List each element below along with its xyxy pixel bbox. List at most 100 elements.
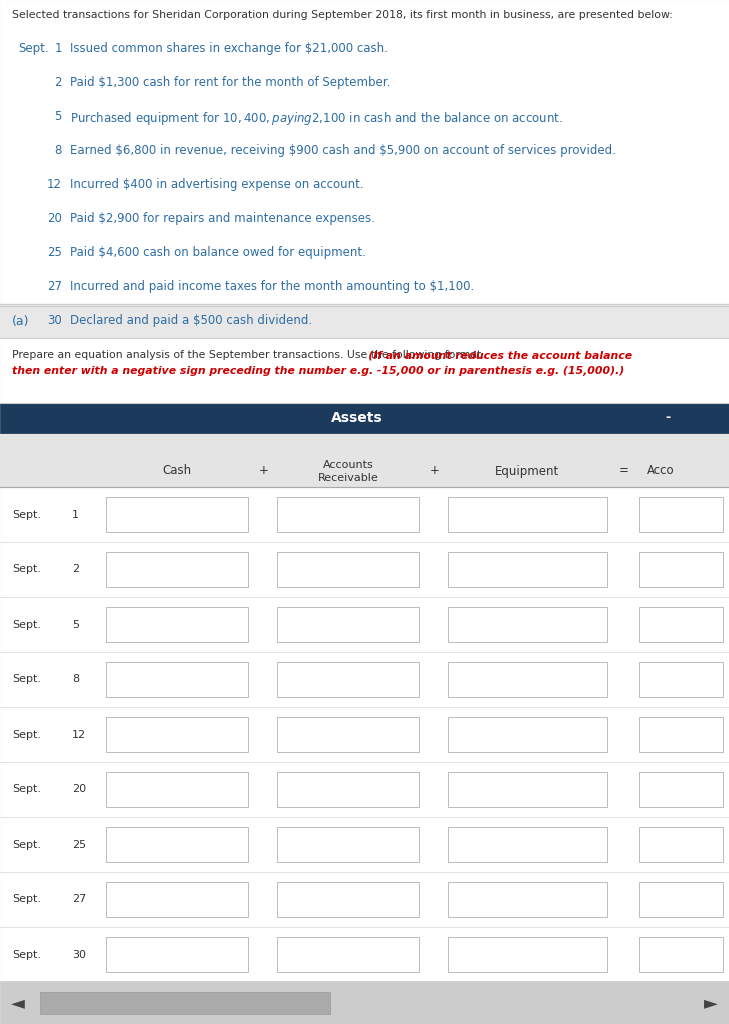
Text: Sept.: Sept. bbox=[12, 564, 41, 574]
Text: Prepare an equation analysis of the September transactions. Use the following fo: Prepare an equation analysis of the Sept… bbox=[12, 350, 485, 360]
Bar bbox=[639, 772, 723, 807]
Text: (If an amount reduces the account balance: (If an amount reduces the account balanc… bbox=[12, 350, 632, 360]
Text: Sept.: Sept. bbox=[12, 510, 41, 519]
Bar bbox=[639, 663, 723, 696]
Bar bbox=[448, 553, 607, 587]
Text: Assets: Assets bbox=[331, 411, 382, 425]
Text: 25: 25 bbox=[47, 246, 62, 259]
Text: 5: 5 bbox=[72, 620, 79, 630]
Bar bbox=[0, 817, 729, 872]
Text: 2: 2 bbox=[72, 564, 79, 574]
Text: +: + bbox=[429, 465, 440, 477]
Text: 27: 27 bbox=[72, 895, 86, 904]
Bar bbox=[448, 883, 607, 916]
Bar bbox=[0, 762, 729, 817]
Bar bbox=[639, 553, 723, 587]
Bar bbox=[448, 718, 607, 752]
Text: Earned $6,800 in revenue, receiving $900 cash and $5,900 on account of services : Earned $6,800 in revenue, receiving $900… bbox=[70, 144, 616, 157]
Bar bbox=[448, 498, 607, 531]
Text: ◄: ◄ bbox=[11, 994, 25, 1012]
Bar bbox=[277, 553, 419, 587]
Text: =: = bbox=[619, 465, 628, 477]
Text: Incurred $400 in advertising expense on account.: Incurred $400 in advertising expense on … bbox=[70, 178, 364, 191]
Bar bbox=[106, 663, 248, 696]
Bar bbox=[0, 306, 729, 338]
Text: -: - bbox=[666, 412, 671, 425]
Bar bbox=[639, 718, 723, 752]
Bar bbox=[639, 498, 723, 531]
Text: Paid $1,300 cash for rent for the month of September.: Paid $1,300 cash for rent for the month … bbox=[70, 76, 390, 89]
Text: 30: 30 bbox=[47, 314, 62, 327]
Bar bbox=[106, 937, 248, 972]
Text: 1: 1 bbox=[55, 42, 62, 55]
Text: Sept.: Sept. bbox=[12, 675, 41, 684]
Bar bbox=[277, 937, 419, 972]
Bar bbox=[106, 883, 248, 916]
Bar bbox=[106, 772, 248, 807]
Text: Sept.: Sept. bbox=[12, 949, 41, 959]
Bar bbox=[277, 663, 419, 696]
Bar bbox=[0, 927, 729, 982]
Bar bbox=[448, 772, 607, 807]
Bar bbox=[639, 937, 723, 972]
Text: 2: 2 bbox=[55, 76, 62, 89]
Text: Incurred and paid income taxes for the month amounting to $1,100.: Incurred and paid income taxes for the m… bbox=[70, 280, 475, 293]
Text: Sept.: Sept. bbox=[12, 895, 41, 904]
Bar bbox=[0, 403, 729, 433]
Bar bbox=[277, 498, 419, 531]
Text: Sept.: Sept. bbox=[12, 620, 41, 630]
Bar bbox=[0, 597, 729, 652]
Text: 30: 30 bbox=[72, 949, 86, 959]
Bar bbox=[106, 498, 248, 531]
Bar bbox=[0, 433, 729, 455]
Text: (a): (a) bbox=[12, 315, 29, 329]
Bar bbox=[0, 707, 729, 762]
Bar bbox=[0, 338, 729, 403]
Text: 8: 8 bbox=[72, 675, 79, 684]
Bar bbox=[0, 0, 729, 304]
Text: 12: 12 bbox=[47, 178, 62, 191]
Bar bbox=[106, 607, 248, 642]
Text: 5: 5 bbox=[55, 110, 62, 123]
Text: Cash: Cash bbox=[163, 465, 192, 477]
Text: Sept.: Sept. bbox=[18, 42, 49, 55]
Text: 1: 1 bbox=[72, 510, 79, 519]
Text: Sept.: Sept. bbox=[12, 784, 41, 795]
Bar bbox=[448, 663, 607, 696]
Text: 27: 27 bbox=[47, 280, 62, 293]
Bar bbox=[277, 827, 419, 861]
Text: Selected transactions for Sheridan Corporation during September 2018, its first : Selected transactions for Sheridan Corpo… bbox=[12, 10, 673, 20]
Bar bbox=[277, 718, 419, 752]
Bar bbox=[40, 992, 330, 1014]
Text: ►: ► bbox=[704, 994, 718, 1012]
Text: Equipment: Equipment bbox=[496, 465, 560, 477]
Bar bbox=[106, 553, 248, 587]
Text: Accounts: Accounts bbox=[323, 460, 373, 470]
Bar bbox=[277, 607, 419, 642]
Bar bbox=[106, 827, 248, 861]
Text: Sept.: Sept. bbox=[12, 729, 41, 739]
Bar bbox=[448, 607, 607, 642]
Text: Sept.: Sept. bbox=[12, 840, 41, 850]
Text: Purchased equipment for $10,400, paying $2,100 in cash and the balance on accoun: Purchased equipment for $10,400, paying … bbox=[70, 110, 563, 127]
Bar bbox=[0, 652, 729, 707]
Bar bbox=[0, 981, 729, 1024]
Text: Paid $4,600 cash on balance owed for equipment.: Paid $4,600 cash on balance owed for equ… bbox=[70, 246, 366, 259]
Text: 20: 20 bbox=[72, 784, 86, 795]
Text: +: + bbox=[259, 465, 268, 477]
Text: 8: 8 bbox=[55, 144, 62, 157]
Text: 25: 25 bbox=[72, 840, 86, 850]
Text: Declared and paid a $500 cash dividend.: Declared and paid a $500 cash dividend. bbox=[70, 314, 312, 327]
Bar bbox=[448, 937, 607, 972]
Bar bbox=[106, 718, 248, 752]
Text: Acco: Acco bbox=[647, 465, 675, 477]
Text: 20: 20 bbox=[47, 212, 62, 225]
Bar bbox=[639, 607, 723, 642]
Text: then enter with a negative sign preceding the number e.g. -15,000 or in parenthe: then enter with a negative sign precedin… bbox=[12, 366, 624, 376]
Text: Issued common shares in exchange for $21,000 cash.: Issued common shares in exchange for $21… bbox=[70, 42, 388, 55]
Bar bbox=[639, 827, 723, 861]
Text: Receivable: Receivable bbox=[318, 473, 378, 483]
Bar bbox=[0, 455, 729, 487]
Text: Paid $2,900 for repairs and maintenance expenses.: Paid $2,900 for repairs and maintenance … bbox=[70, 212, 375, 225]
Bar bbox=[639, 883, 723, 916]
